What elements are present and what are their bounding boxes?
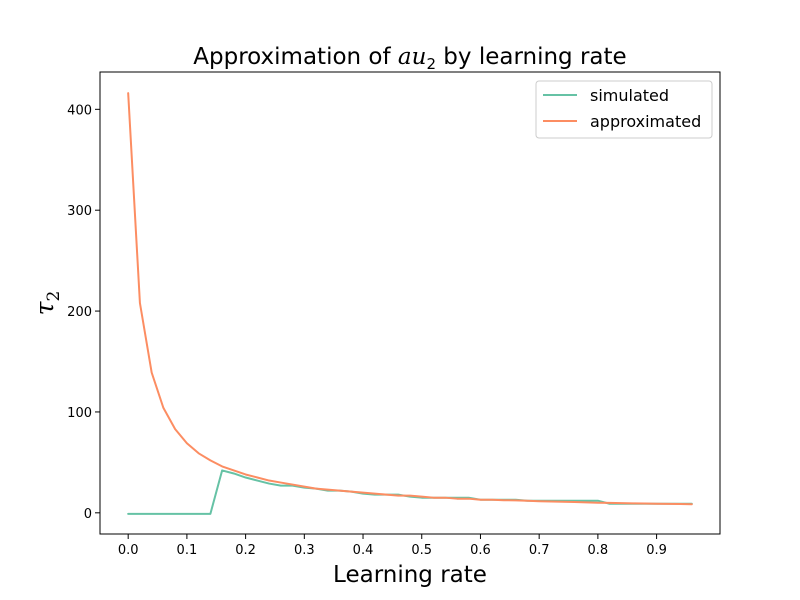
legend: simulated approximated [535,80,713,139]
x-tick-label: 0.9 [646,543,667,558]
y-tick-label: 100 [67,406,92,421]
x-tick-label: 0.7 [529,543,550,558]
legend-box [535,80,713,139]
x-axis: 0.0 0.1 0.2 0.3 0.4 0.5 0.6 0.7 0.8 0.9 [118,534,667,558]
x-tick-label: 0.3 [294,543,315,558]
chart-title-suffix: by learning rate [436,44,627,70]
series-line-approximated [127,92,693,506]
y-axis-label: τ2 [30,291,64,316]
x-tick-label: 0.4 [353,543,374,558]
chart-title-prefix: Approximation of [193,44,398,70]
y-axis-label-subscript: 2 [44,291,64,302]
series-lines [127,92,693,515]
plot-area [99,71,721,535]
y-tick-label: 300 [67,204,92,219]
y-tick-label: 200 [67,305,92,320]
y-axis-label-symbol: τ [30,300,59,315]
x-tick-label: 0.6 [470,543,491,558]
y-tick-label: 0 [84,507,92,522]
x-tick-label: 0.1 [177,543,198,558]
x-axis-label: Learning rate [333,562,487,588]
chart-title-subscript: 2 [426,55,436,73]
series-line-simulated [127,469,693,515]
chart-title: Approximation of au2 by learning rate [193,44,626,73]
legend-label-simulated: simulated [590,86,669,105]
x-tick-label: 0.0 [118,543,139,558]
y-tick-label: 400 [67,103,92,118]
y-axis: 0 100 200 300 400 [67,103,100,522]
legend-label-approximated: approximated [590,112,701,131]
x-tick-label: 0.2 [235,543,256,558]
x-tick-label: 0.8 [588,543,609,558]
chart-title-symbol: au [398,44,427,70]
x-tick-label: 0.5 [411,543,432,558]
